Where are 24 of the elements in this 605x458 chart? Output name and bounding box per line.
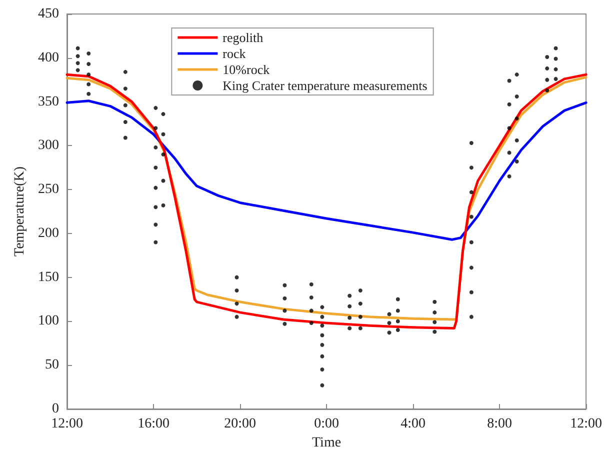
y-tick-label: 0 xyxy=(52,402,59,416)
y-tick-label: 300 xyxy=(38,138,59,154)
x-axis-title: Time xyxy=(312,435,342,450)
x-tick-label: 12:00 xyxy=(51,416,83,432)
y-axis-title: Temperature(K) xyxy=(12,166,28,256)
legend-label: rock xyxy=(222,46,246,61)
x-tick-label: 8:00 xyxy=(487,416,512,432)
y-tick-label: 200 xyxy=(38,226,59,241)
legend-label: regolith xyxy=(222,30,264,45)
y-tick-label: 250 xyxy=(38,182,59,198)
y-tick-label: 350 xyxy=(38,94,59,110)
legend-label: 10%rock xyxy=(222,62,270,77)
y-tick-label: 150 xyxy=(38,270,59,285)
line-series xyxy=(66,100,588,241)
y-tick-label: 400 xyxy=(38,50,59,66)
x-tick-label: 0:00 xyxy=(314,416,339,432)
y-tick-label: 50 xyxy=(45,358,59,373)
x-tick-label: 16:00 xyxy=(138,416,170,432)
x-tick-label: 4:00 xyxy=(400,416,426,432)
x-tick-label: 20:00 xyxy=(224,416,256,432)
x-tick-label: 12:00 xyxy=(570,416,602,432)
legend-label: King Crater temperature measurements xyxy=(222,78,428,93)
y-tick-label: 100 xyxy=(38,314,59,329)
y-tick-label: 450 xyxy=(38,6,59,22)
